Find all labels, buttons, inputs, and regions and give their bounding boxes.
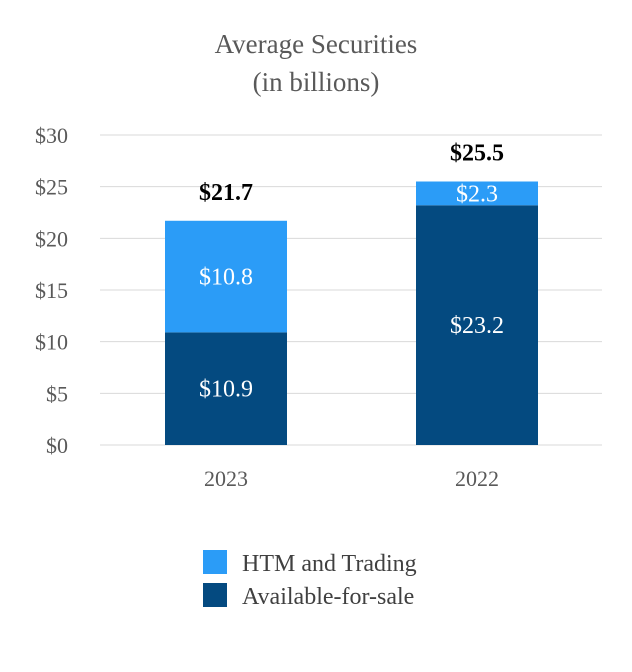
bar-available-for-sale: [416, 205, 538, 445]
data-label-available-for-sale: $10.9: [199, 377, 253, 403]
legend-label: Available-for-sale: [242, 584, 414, 610]
data-label-available-for-sale: $23.2: [450, 313, 504, 339]
y-tick-label: $20: [35, 226, 68, 251]
y-tick-label: $25: [35, 175, 68, 200]
bar-htm-and-trading: [416, 181, 538, 206]
bars: [165, 181, 538, 445]
x-category-label: 2023: [204, 466, 248, 491]
y-tick-label: $10: [35, 330, 68, 355]
data-label-htm-and-trading: $2.3: [456, 181, 498, 207]
bar-available-for-sale: [165, 332, 287, 445]
legend-swatch: [203, 583, 227, 607]
data-label-total: $25.5: [450, 141, 504, 167]
y-axis-ticks: $0 $5 $10 $15 $20 $25 $30: [35, 123, 68, 458]
x-category-label: 2022: [455, 466, 499, 491]
chart-title-line-2: (in billions): [253, 67, 380, 97]
chart-title-line-1: Average Securities: [215, 29, 418, 59]
data-label-htm-and-trading: $10.8: [199, 265, 253, 291]
data-label-total: $21.7: [199, 180, 253, 206]
legend-swatch: [203, 550, 227, 574]
y-tick-label: $5: [46, 381, 68, 406]
legend-label: HTM and Trading: [242, 551, 417, 577]
x-axis-categories: 2023 2022: [204, 466, 499, 491]
data-labels: $10.9 $10.8 $21.7 $23.2 $2.3 $25.5: [199, 141, 504, 403]
y-tick-label: $0: [46, 433, 68, 458]
y-tick-label: $15: [35, 278, 68, 303]
y-tick-label: $30: [35, 123, 68, 148]
bar-htm-and-trading: [165, 220, 287, 333]
legend: HTM and Trading Available-for-sale: [203, 550, 417, 610]
